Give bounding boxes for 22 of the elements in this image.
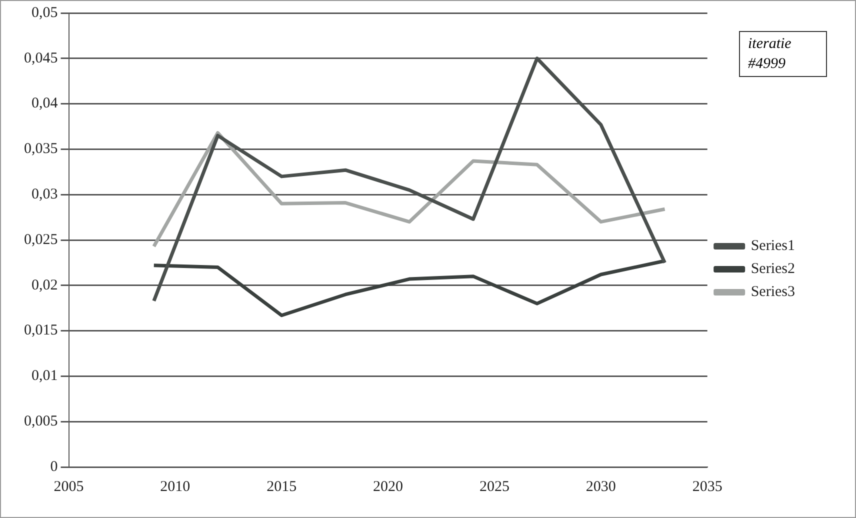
y-tick-label: 0 [50,458,58,475]
y-tick-label: 0,045 [24,50,58,66]
x-tick-label: 2015 [266,478,297,495]
y-tick-label: 0,03 [32,186,58,203]
y-tick-label: 0,035 [24,141,58,158]
y-tick-label: 0,02 [32,277,58,294]
x-tick-label: 2010 [160,478,190,495]
y-tick-label: 0,015 [24,322,58,339]
y-tick-label: 0,025 [24,232,58,248]
x-tick-label: 2020 [373,478,404,495]
y-tick-label: 0,005 [24,414,58,430]
x-tick-label: 2025 [479,478,510,495]
legend-label: Series2 [750,261,796,278]
y-tick-label: 0,04 [32,96,58,112]
text: iteratie #4999 [739,31,827,77]
x-tick-label: 2030 [586,478,616,495]
y-tick-label: 0,01 [32,368,58,384]
x-tick-label: 2035 [692,478,722,495]
x-tick-label: 2005 [54,478,84,495]
legend-label: Series1 [750,238,796,254]
legend-label: Series3 [750,284,796,300]
y-tick-label: 0,05 [32,4,58,21]
